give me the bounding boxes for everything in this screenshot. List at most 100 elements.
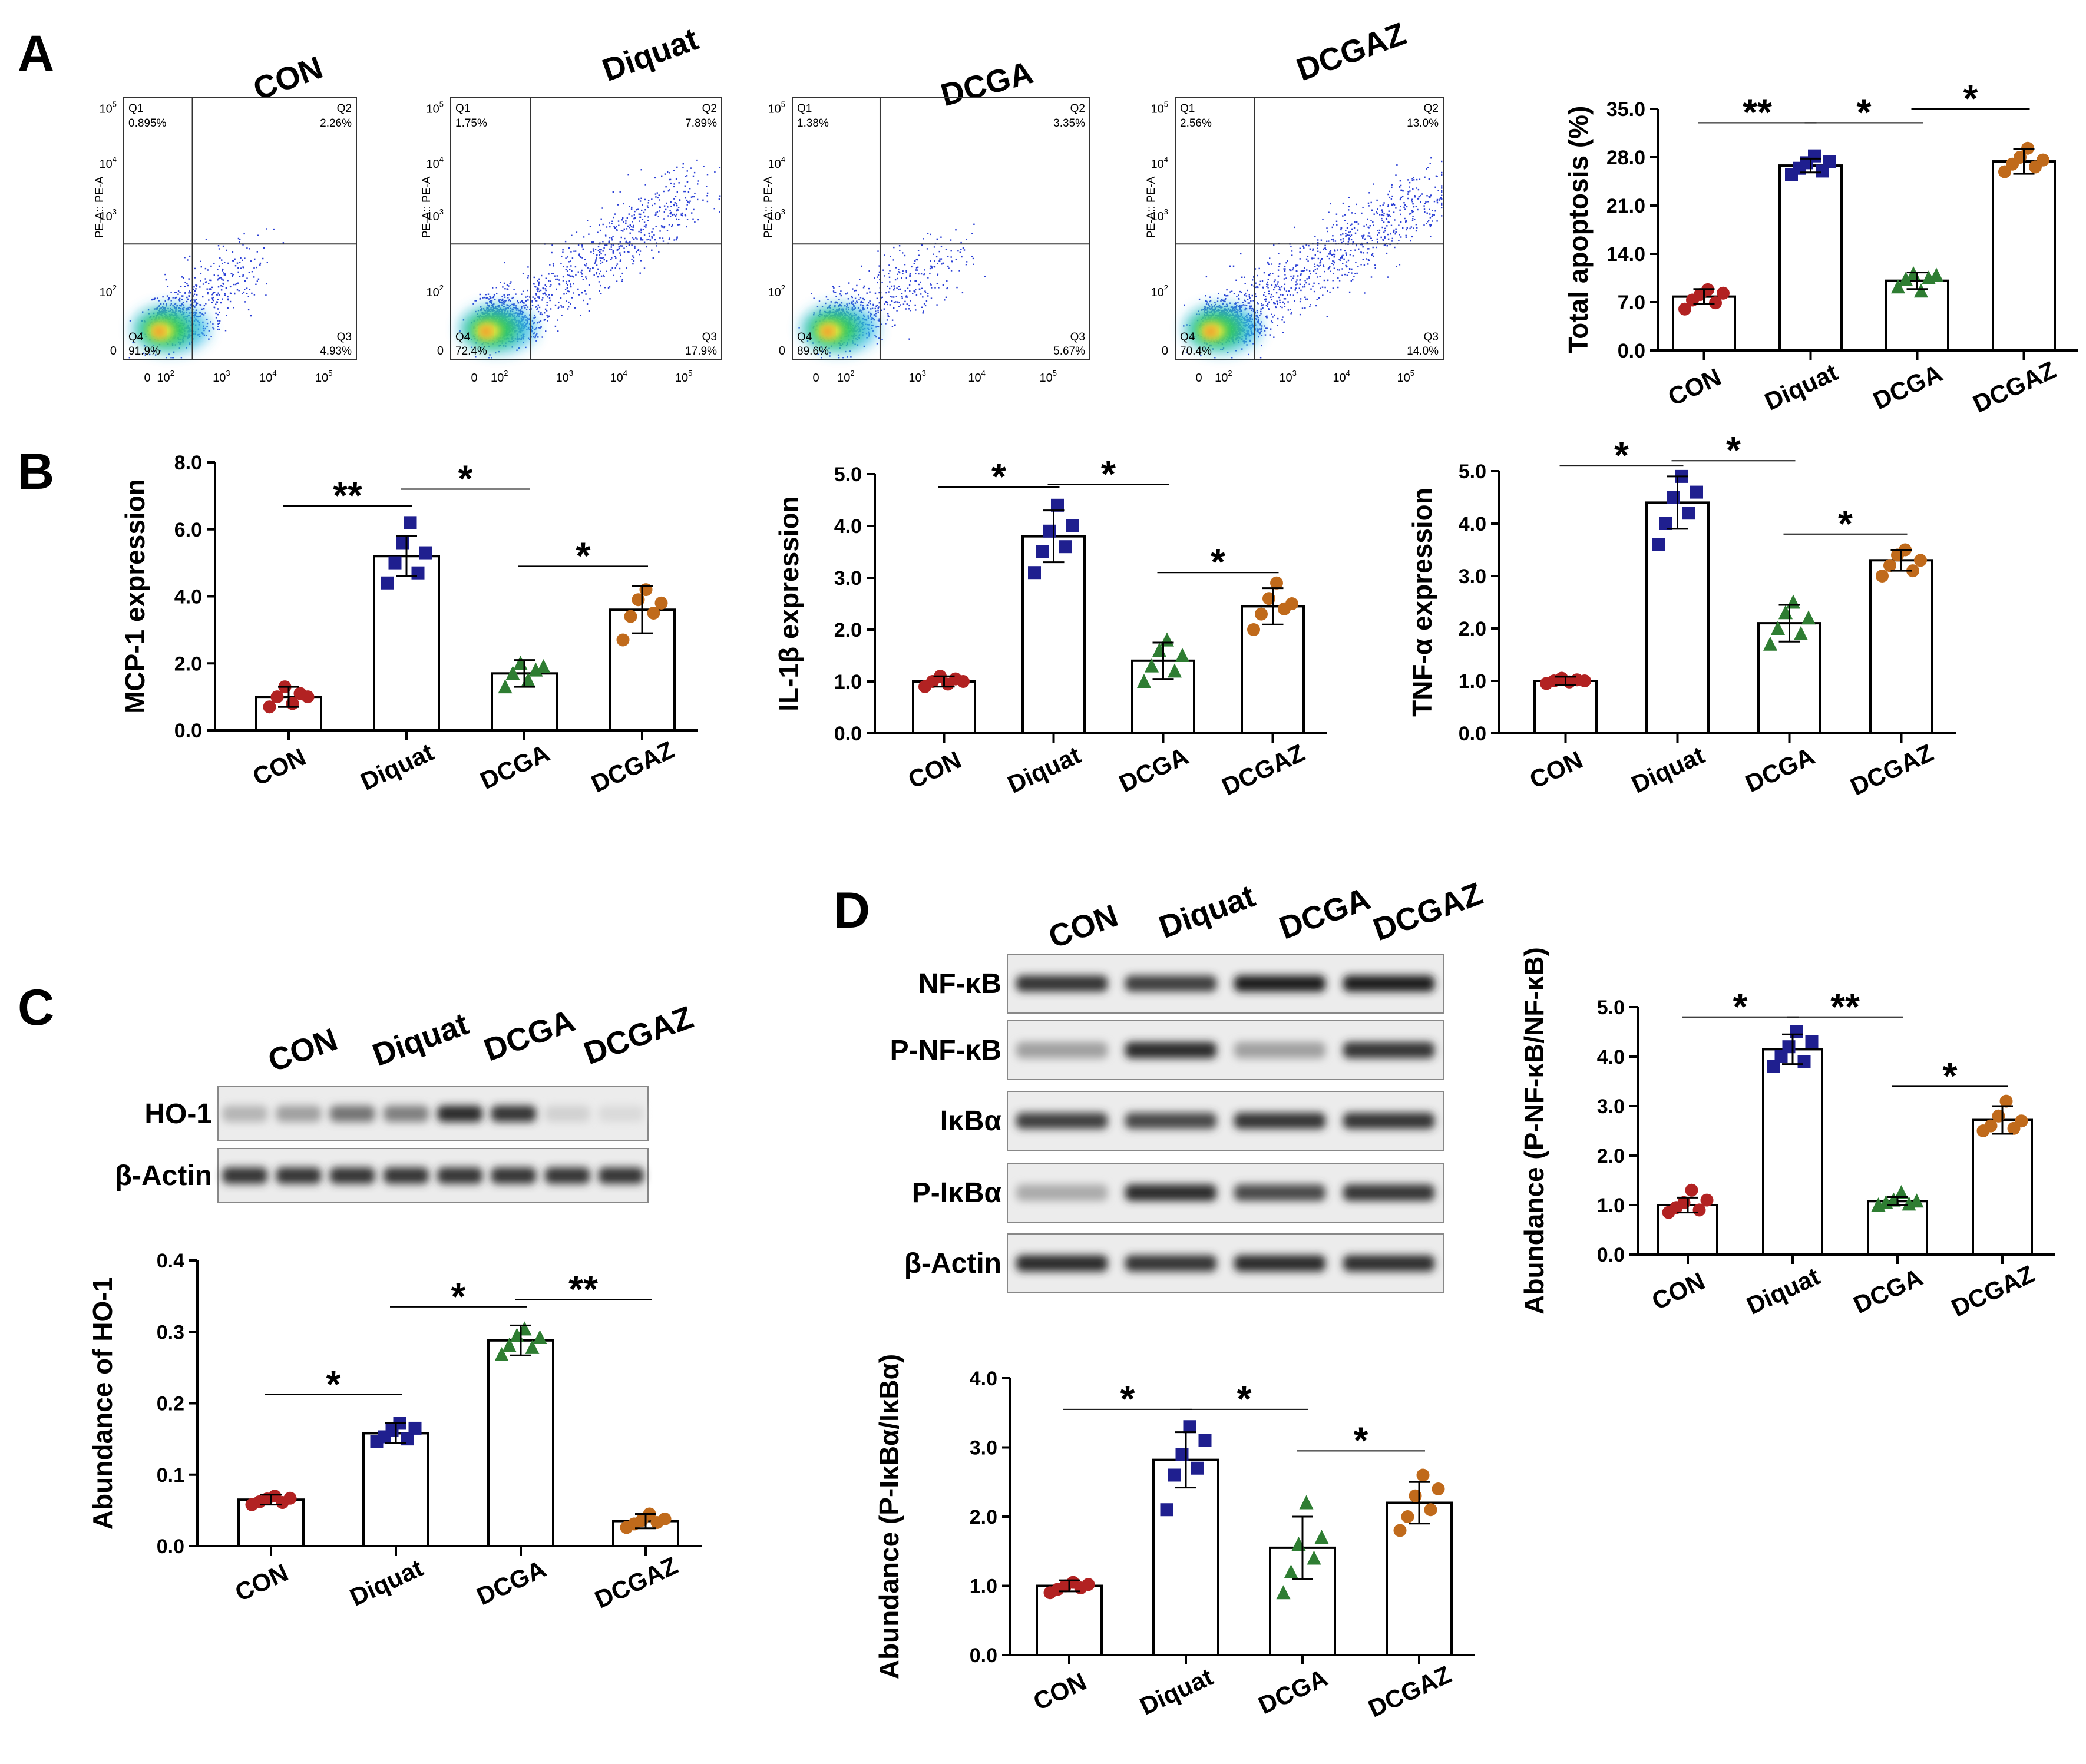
flow-event-dot — [1387, 193, 1389, 196]
flow-event-dot — [556, 275, 558, 277]
flow-event-dot — [920, 273, 923, 275]
flow-event-dot — [168, 353, 170, 355]
flow-event-dot — [1415, 224, 1417, 226]
flow-tick-exp: 2 — [781, 283, 785, 292]
flow-event-dot — [190, 303, 193, 305]
flow-event-dot — [621, 245, 623, 247]
flow-event-dot — [609, 286, 611, 288]
flow-event-dot — [702, 199, 704, 201]
flow-event-dot — [1410, 213, 1411, 214]
quadrant-value-q1: 1.75% — [455, 117, 487, 130]
flow-event-dot — [209, 288, 211, 290]
flow-event-dot — [1364, 238, 1366, 240]
flow-event-dot — [914, 304, 916, 306]
flow-event-dot — [1275, 306, 1277, 307]
flow-event-dot — [868, 311, 870, 313]
flow-event-dot — [599, 273, 600, 275]
flow-event-dot — [639, 220, 640, 222]
flow-event-dot — [589, 270, 591, 272]
panel-letter-a: A — [18, 25, 54, 82]
flow-event-dot — [535, 340, 537, 342]
flow-event-dot — [510, 305, 511, 306]
flow-event-dot — [613, 216, 614, 219]
flow-event-dot — [614, 256, 616, 257]
flow-event-dot — [1254, 293, 1257, 295]
flow-event-dot — [592, 267, 594, 269]
flow-event-dot — [1366, 224, 1367, 226]
flow-event-dot — [889, 304, 891, 306]
flow-event-dot — [504, 300, 506, 302]
flow-event-dot — [187, 284, 189, 287]
flow-event-dot — [511, 297, 513, 299]
flow-event-dot — [544, 288, 547, 290]
flow-event-dot — [253, 294, 256, 296]
flow-event-dot — [581, 292, 583, 294]
flow-event-dot — [491, 304, 492, 306]
flow-event-dot — [655, 212, 657, 214]
flow-event-dot — [551, 244, 553, 246]
flow-event-dot — [593, 250, 595, 252]
flow-event-dot — [531, 305, 534, 306]
flow-event-dot — [570, 265, 572, 267]
flow-event-dot — [232, 251, 234, 253]
flow-event-dot — [612, 251, 614, 253]
flow-event-dot — [543, 287, 545, 290]
flow-event-dot — [906, 296, 908, 298]
flow-tick-base: 10 — [213, 372, 226, 385]
flow-event-dot — [1371, 209, 1373, 211]
flow-event-dot — [874, 307, 876, 310]
flow-event-dot — [491, 300, 493, 302]
flow-event-dot — [558, 302, 560, 303]
flow-event-dot — [216, 301, 217, 303]
flow-event-dot — [576, 231, 578, 233]
flow-event-dot — [654, 193, 657, 195]
flow-event-dot — [1348, 209, 1350, 211]
flow-event-dot — [1241, 348, 1243, 350]
flow-event-dot — [1295, 264, 1297, 266]
flow-event-dot — [168, 298, 170, 300]
flow-event-dot — [571, 234, 573, 236]
flow-event-dot — [679, 224, 681, 226]
flow-event-dot — [181, 295, 183, 297]
flow-event-dot — [610, 259, 612, 260]
flow-event-dot — [629, 227, 630, 229]
flow-event-dot — [523, 305, 525, 307]
flow-event-dot — [162, 296, 164, 298]
flow-event-dot — [544, 284, 546, 286]
flow-event-dot — [1229, 302, 1231, 304]
flow-event-dot — [638, 213, 640, 215]
flow-event-dot — [1387, 214, 1389, 216]
flow-tick-base: 10 — [427, 103, 439, 116]
flow-event-dot — [617, 249, 619, 251]
flow-event-dot — [890, 296, 891, 297]
flow-event-dot — [902, 270, 904, 272]
flow-event-dot — [719, 167, 721, 168]
flow-event-dot — [896, 287, 898, 289]
flow-event-dot — [151, 299, 153, 301]
flow-event-dot — [1264, 292, 1266, 293]
flow-event-dot — [207, 293, 209, 295]
flow-event-dot — [218, 265, 220, 267]
flow-event-dot — [1428, 196, 1430, 198]
flow-event-dot — [1287, 260, 1288, 262]
flow-event-dot — [1308, 270, 1311, 272]
flow-event-dot — [649, 239, 652, 241]
flow-event-dot — [706, 174, 709, 176]
flow-event-dot — [600, 218, 602, 220]
flow-event-dot — [874, 277, 875, 279]
flow-plot-diquat: DiquatQ11.75%Q27.89%Q317.9%Q472.4%PE-A::… — [421, 21, 722, 385]
flow-event-dot — [616, 263, 619, 265]
flow-event-dot — [485, 297, 487, 299]
flow-event-dot — [540, 326, 542, 327]
flow-event-dot — [242, 274, 244, 276]
flow-event-dot — [205, 303, 207, 305]
flow-event-dot — [1329, 291, 1331, 293]
flow-event-dot — [188, 278, 190, 280]
flow-event-dot — [527, 275, 529, 277]
flow-event-dot — [538, 327, 540, 329]
flow-event-dot — [1275, 306, 1277, 309]
flow-event-dot — [719, 195, 721, 197]
flow-event-dot — [659, 210, 660, 212]
flow-event-dot — [1313, 270, 1315, 272]
flow-event-dot — [1417, 188, 1420, 191]
